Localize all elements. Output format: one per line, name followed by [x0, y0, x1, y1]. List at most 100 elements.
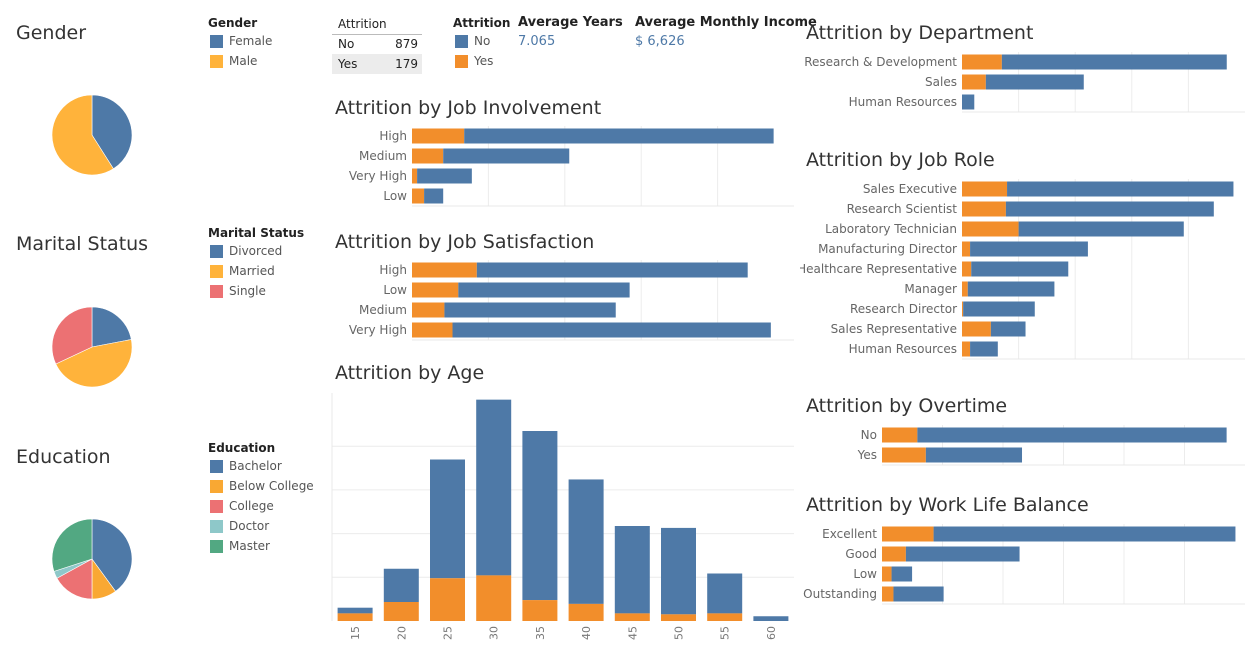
- legend-item-no[interactable]: No: [455, 34, 490, 48]
- bar-no-manager[interactable]: [967, 281, 1055, 297]
- bar-no-good[interactable]: [905, 546, 1020, 562]
- bar-yes-age-40[interactable]: [568, 603, 604, 621]
- bar-no-age-15[interactable]: [337, 607, 373, 614]
- bar-yes-research-director[interactable]: [962, 301, 964, 317]
- bar-no-medium[interactable]: [443, 148, 570, 164]
- bar-yes-human-resources[interactable]: [962, 341, 971, 357]
- pie-slice-married[interactable]: [55, 339, 133, 388]
- legend-item-master[interactable]: Master: [210, 539, 270, 553]
- legend-item-divorced[interactable]: Divorced: [210, 244, 282, 258]
- bar-no-human-resources[interactable]: [962, 94, 975, 110]
- bar-yes-sales[interactable]: [962, 74, 986, 90]
- bar-no-human-resources[interactable]: [970, 341, 998, 357]
- work-life-balance-chart[interactable]: Excellent Good Low Outstanding: [800, 524, 1245, 610]
- bar-no-low[interactable]: [424, 188, 444, 204]
- bar-no-sales[interactable]: [985, 74, 1084, 90]
- bar-yes-sales-representative[interactable]: [962, 321, 991, 337]
- age-chart[interactable]: 15 20 25 30 35 40 45 50 55 60: [330, 393, 798, 647]
- bar-no-low[interactable]: [458, 282, 630, 298]
- bar-yes-manager[interactable]: [962, 281, 968, 297]
- bar-yes-age-20[interactable]: [383, 602, 419, 621]
- bar-no-outstanding[interactable]: [893, 586, 944, 602]
- legend-item-single[interactable]: Single: [210, 284, 266, 298]
- bar-yes-medium[interactable]: [412, 302, 445, 318]
- pie-slice-bachelor[interactable]: [91, 518, 133, 592]
- legend-item-male[interactable]: Male: [210, 54, 257, 68]
- legend-item-below-college[interactable]: Below College: [210, 479, 314, 493]
- bar-no-research-development[interactable]: [1001, 54, 1227, 70]
- legend-item-female[interactable]: Female: [210, 34, 272, 48]
- job-role-chart[interactable]: Sales Executive Research Scientist Laborat…: [800, 179, 1245, 365]
- bar-yes-low[interactable]: [882, 566, 892, 582]
- bar-no-yes[interactable]: [925, 447, 1023, 463]
- bar-no-age-25[interactable]: [430, 459, 465, 579]
- bar-yes-yes[interactable]: [882, 447, 926, 463]
- bar-no-very-high[interactable]: [452, 322, 771, 338]
- bar-yes-high[interactable]: [412, 128, 465, 144]
- bar-yes-research-scientist[interactable]: [962, 201, 1006, 217]
- bar-no-age-20[interactable]: [383, 568, 419, 602]
- bar-yes-age-55[interactable]: [707, 613, 743, 621]
- bar-yes-age-25[interactable]: [430, 578, 465, 621]
- bar-no-manufacturing-director[interactable]: [970, 241, 1088, 257]
- legend-item-bachelor[interactable]: Bachelor: [210, 459, 282, 473]
- pie-slice-divorced[interactable]: [91, 306, 132, 348]
- bar-yes-manufacturing-director[interactable]: [962, 241, 971, 257]
- overtime-chart[interactable]: No Yes: [800, 425, 1245, 471]
- bar-no-research-scientist[interactable]: [1005, 201, 1214, 217]
- pie-slice-male[interactable]: [51, 94, 114, 176]
- bar-yes-high[interactable]: [412, 262, 477, 278]
- bar-yes-age-35[interactable]: [522, 600, 558, 621]
- bar-yes-no[interactable]: [882, 427, 918, 443]
- legend-item-yes[interactable]: Yes: [455, 54, 493, 68]
- bar-no-laboratory-technician[interactable]: [1018, 221, 1184, 237]
- bar-no-very-high[interactable]: [417, 168, 472, 184]
- bar-yes-age-50[interactable]: [661, 614, 696, 621]
- bar-no-no[interactable]: [917, 427, 1227, 443]
- pie-slice-master[interactable]: [51, 518, 93, 572]
- bar-yes-very-high[interactable]: [412, 168, 418, 184]
- bar-yes-healthcare-representative[interactable]: [962, 261, 972, 277]
- bar-no-low[interactable]: [891, 566, 913, 582]
- bar-no-age-50[interactable]: [661, 527, 696, 615]
- gender-pie-chart[interactable]: [50, 93, 134, 177]
- bar-no-age-45[interactable]: [614, 526, 650, 614]
- job-satisfaction-chart[interactable]: High Low Medium Very High: [332, 260, 798, 346]
- marital-status-pie-chart[interactable]: [50, 305, 134, 389]
- bar-no-high[interactable]: [476, 262, 748, 278]
- bar-no-age-55[interactable]: [707, 573, 743, 614]
- bar-yes-laboratory-technician[interactable]: [962, 221, 1019, 237]
- bar-yes-excellent[interactable]: [882, 526, 934, 542]
- x-tick-label: 20: [395, 626, 408, 640]
- pie-slice-single[interactable]: [51, 306, 93, 365]
- bar-yes-good[interactable]: [882, 546, 906, 562]
- bar-no-research-director[interactable]: [963, 301, 1035, 317]
- bar-no-healthcare-representative[interactable]: [971, 261, 1069, 277]
- bar-yes-outstanding[interactable]: [882, 586, 894, 602]
- bar-no-sales-representative[interactable]: [990, 321, 1026, 337]
- bar-no-sales-executive[interactable]: [1007, 181, 1234, 197]
- education-pie-chart[interactable]: [50, 517, 134, 601]
- legend-item-college[interactable]: College: [210, 499, 274, 513]
- bar-yes-sales-executive[interactable]: [962, 181, 1008, 197]
- bar-yes-low[interactable]: [412, 188, 425, 204]
- bar-no-excellent[interactable]: [933, 526, 1236, 542]
- bar-yes-age-45[interactable]: [614, 613, 650, 621]
- bar-yes-research-development[interactable]: [962, 54, 1002, 70]
- bar-yes-very-high[interactable]: [412, 322, 453, 338]
- bar-yes-age-30[interactable]: [476, 575, 512, 621]
- bar-no-high[interactable]: [464, 128, 774, 144]
- pie-slice-college[interactable]: [56, 558, 93, 600]
- bar-yes-medium[interactable]: [412, 148, 444, 164]
- legend-item-married[interactable]: Married: [210, 264, 275, 278]
- bar-no-age-60[interactable]: [753, 616, 789, 621]
- bar-no-age-40[interactable]: [568, 479, 604, 604]
- legend-item-doctor[interactable]: Doctor: [210, 519, 269, 533]
- bar-yes-low[interactable]: [412, 282, 459, 298]
- bar-yes-age-15[interactable]: [337, 613, 373, 621]
- bar-no-medium[interactable]: [444, 302, 616, 318]
- bar-no-age-30[interactable]: [476, 399, 512, 576]
- bar-no-age-35[interactable]: [522, 431, 558, 601]
- job-involvement-chart[interactable]: High Medium Very High Low: [332, 126, 798, 212]
- department-chart[interactable]: Research & Development Sales Human Resourc…: [800, 52, 1245, 118]
